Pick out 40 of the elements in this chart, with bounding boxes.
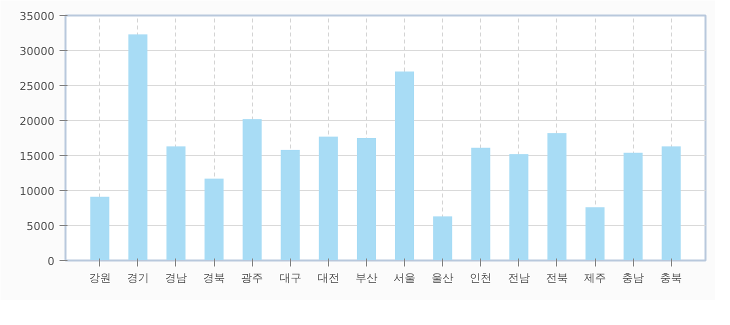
x-tick-label: 경남 [164,272,187,284]
bar [624,152,643,260]
y-tick-label: 30000 [20,45,55,58]
bar [586,207,605,260]
bar [471,148,490,260]
y-tick-label: 5000 [26,220,55,233]
y-tick-label: 25000 [20,80,55,93]
x-tick-label: 울산 [432,272,454,284]
y-tick-label: 10000 [20,185,55,198]
bar [662,146,681,260]
bar [280,150,300,260]
bar [433,216,452,260]
x-tick-label: 경기 [126,272,149,284]
y-tick-label: 35000 [20,10,55,23]
x-tick-label: 충남 [622,272,644,284]
x-tick-label: 부산 [355,272,378,284]
x-tick-label: 경북 [203,272,226,284]
bar [204,178,224,260]
bar [547,133,566,260]
bar [242,119,262,260]
y-tick-label: 0 [48,255,54,268]
x-tick-label: 전북 [546,272,568,284]
bar [318,136,338,260]
y-tick-label: 20000 [20,115,55,128]
x-tick-label: 광주 [241,272,264,284]
bar [90,196,110,260]
y-tick-label: 15000 [20,150,55,163]
bar [166,146,186,260]
x-tick-label: 강원 [88,272,111,284]
x-tick-label: 서울 [394,272,416,284]
bar [128,34,148,260]
bar [356,138,376,260]
bar [395,72,414,260]
bar [509,154,528,260]
x-tick-label: 전남 [508,272,530,284]
x-tick-label: 대전 [317,272,340,284]
x-tick-label: 대구 [279,272,302,284]
x-tick-label: 충북 [660,272,682,284]
x-tick-label: 인천 [470,272,492,284]
x-tick-label: 제주 [584,272,606,284]
